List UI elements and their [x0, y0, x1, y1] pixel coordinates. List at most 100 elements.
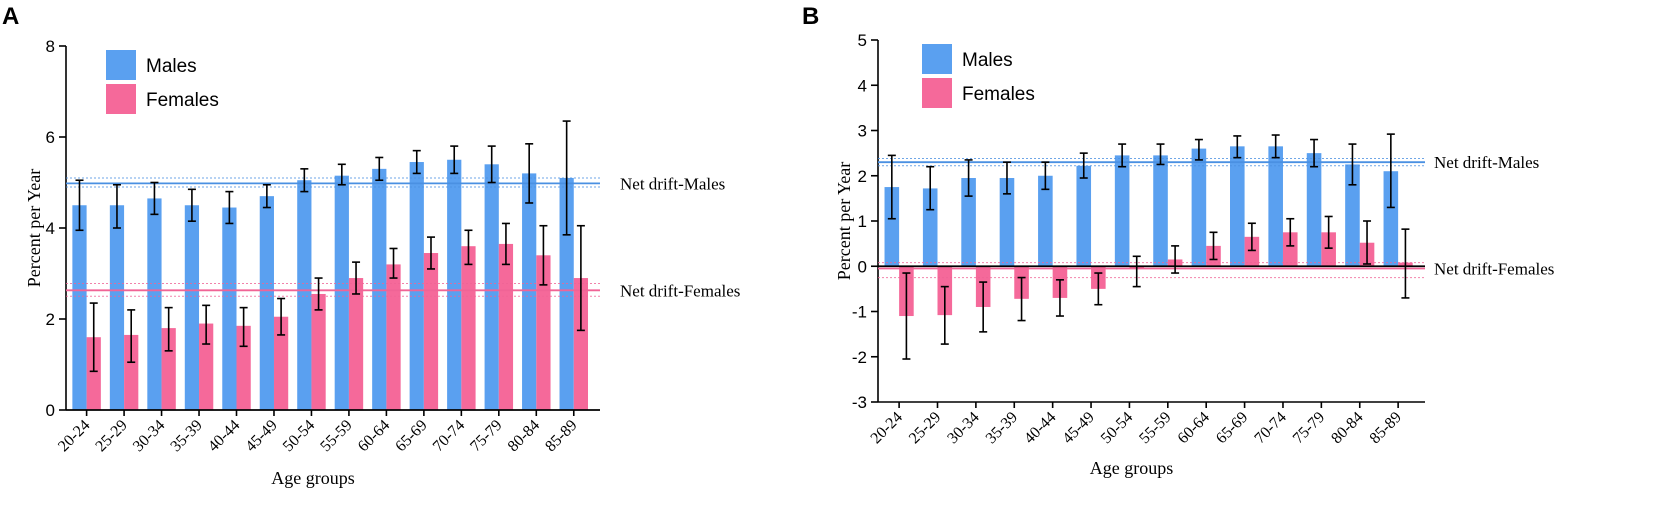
error-bar-females-85-89	[1401, 228, 1410, 299]
error-bar-females-55-59	[1171, 245, 1180, 274]
error-bar-females-20-24	[89, 302, 98, 373]
error-bar-males-70-74	[450, 145, 459, 175]
error-bar-males-30-34	[150, 181, 159, 216]
bar-females-80-84	[536, 255, 551, 410]
x-axis-title: Age groups	[271, 468, 355, 488]
legend: Males Females	[922, 44, 1035, 108]
x-tick-label: 20-24	[868, 409, 906, 447]
error-bar-females-65-69	[1247, 222, 1256, 252]
x-tick-label: 20-24	[55, 417, 93, 455]
bar-males-50-54	[297, 180, 312, 410]
bar-males-80-84	[1345, 164, 1360, 267]
x-tick-label: 25-29	[906, 409, 944, 447]
bar-males-75-79	[1306, 153, 1322, 267]
error-bar-males-20-24	[75, 179, 84, 232]
y-tick-label: 1	[858, 212, 867, 231]
bar-females-75-79	[498, 243, 514, 410]
y-tick-label: 5	[858, 31, 867, 50]
error-bar-males-50-54	[300, 168, 309, 193]
bar-males-75-79	[484, 164, 499, 410]
bar-females-60-64	[386, 264, 401, 410]
net-drift-label-females: Net drift-Females	[1434, 260, 1554, 279]
bar-males-50-54	[1114, 155, 1130, 267]
x-tick-label: 55-59	[1136, 409, 1174, 447]
bar-females-20-24	[86, 337, 101, 410]
bar-males-20-24	[884, 187, 900, 267]
error-bar-males-80-84	[1348, 143, 1357, 186]
bar-females-65-69	[1244, 236, 1260, 267]
legend-swatch-females	[106, 84, 136, 114]
error-bar-females-25-29	[940, 285, 949, 345]
bar-males-20-24	[72, 205, 87, 410]
x-tick-label: 40-44	[1021, 409, 1059, 447]
error-bar-males-60-64	[1194, 138, 1203, 161]
bar-males-85-89	[559, 177, 574, 410]
error-bar-females-30-34	[979, 281, 988, 333]
error-bar-females-40-44	[1055, 279, 1064, 317]
error-bar-males-55-59	[1156, 143, 1165, 166]
bar-females-85-89	[573, 278, 589, 410]
bar-males-80-84	[522, 173, 537, 410]
error-bar-males-70-74	[1271, 134, 1280, 159]
x-tick-label: 80-84	[1328, 409, 1366, 447]
error-bar-males-40-44	[1041, 161, 1050, 191]
bar-males-55-59	[1153, 155, 1168, 267]
bar-males-45-49	[1076, 165, 1092, 267]
y-axis-title: Percent per Year	[24, 169, 44, 287]
bar-females-30-34	[161, 328, 176, 410]
error-bar-males-40-44	[225, 190, 234, 225]
legend-label-females: Females	[146, 90, 219, 111]
error-bar-females-60-64	[1209, 231, 1218, 261]
bar-males-45-49	[259, 196, 274, 410]
bar-males-30-34	[961, 178, 976, 267]
error-bar-males-45-49	[1079, 152, 1088, 179]
error-bar-males-35-39	[187, 188, 196, 222]
error-bar-males-50-54	[1118, 143, 1127, 168]
y-tick-label: 0	[46, 401, 55, 420]
legend-label-females: Females	[962, 84, 1035, 105]
bar-females-35-39	[199, 323, 214, 410]
x-tick-label: 25-29	[92, 417, 130, 455]
x-tick-label: 75-79	[1290, 409, 1328, 447]
error-bar-females-70-74	[1286, 217, 1295, 247]
x-axis-title: Age groups	[1090, 458, 1174, 478]
error-bar-females-35-39	[202, 304, 211, 345]
error-bar-males-25-29	[112, 183, 121, 229]
x-tick-label: 30-34	[130, 417, 168, 455]
error-bar-females-85-89	[576, 224, 585, 332]
legend-label-males: Males	[146, 56, 197, 77]
y-tick-label: 6	[46, 128, 55, 147]
bar-males-60-64	[372, 168, 387, 410]
legend-label-males: Males	[962, 50, 1013, 71]
legend-swatch-males	[106, 50, 136, 80]
error-bar-males-65-69	[412, 149, 421, 175]
x-tick-label: 65-69	[392, 417, 430, 455]
bar-males-55-59	[334, 175, 349, 410]
x-tick-label: 60-64	[355, 417, 393, 455]
bar-females-70-74	[461, 246, 476, 410]
bar-females-25-29	[124, 334, 139, 410]
x-tick-label: 55-59	[317, 417, 355, 455]
bar-males-25-29	[109, 205, 125, 410]
error-bar-females-80-84	[539, 224, 548, 286]
error-bar-females-30-34	[164, 306, 173, 352]
x-tick-label: 40-44	[205, 417, 243, 455]
chart-panel-b: B -3 -2 -1 0 1 2 3 4 5 Percent per Year Net drift-M…	[802, 3, 1554, 478]
error-bar-females-70-74	[464, 229, 473, 266]
x-tick-label: 85-89	[1367, 409, 1405, 447]
bar-females-50-54	[311, 293, 326, 410]
error-bar-females-25-29	[127, 309, 136, 364]
panel-label: A	[2, 3, 19, 30]
error-bar-males-85-89	[562, 120, 571, 236]
error-bar-males-55-59	[337, 163, 346, 186]
bar-males-60-64	[1191, 148, 1207, 267]
y-tick-label: 2	[46, 310, 55, 329]
error-bar-females-60-64	[389, 247, 398, 279]
error-bar-males-20-24	[887, 154, 896, 220]
bar-males-65-69	[409, 162, 424, 410]
bar-females-65-69	[423, 253, 439, 410]
error-bar-females-55-59	[352, 261, 361, 295]
error-bar-males-80-84	[525, 143, 534, 204]
legend-swatch-females	[922, 78, 952, 108]
